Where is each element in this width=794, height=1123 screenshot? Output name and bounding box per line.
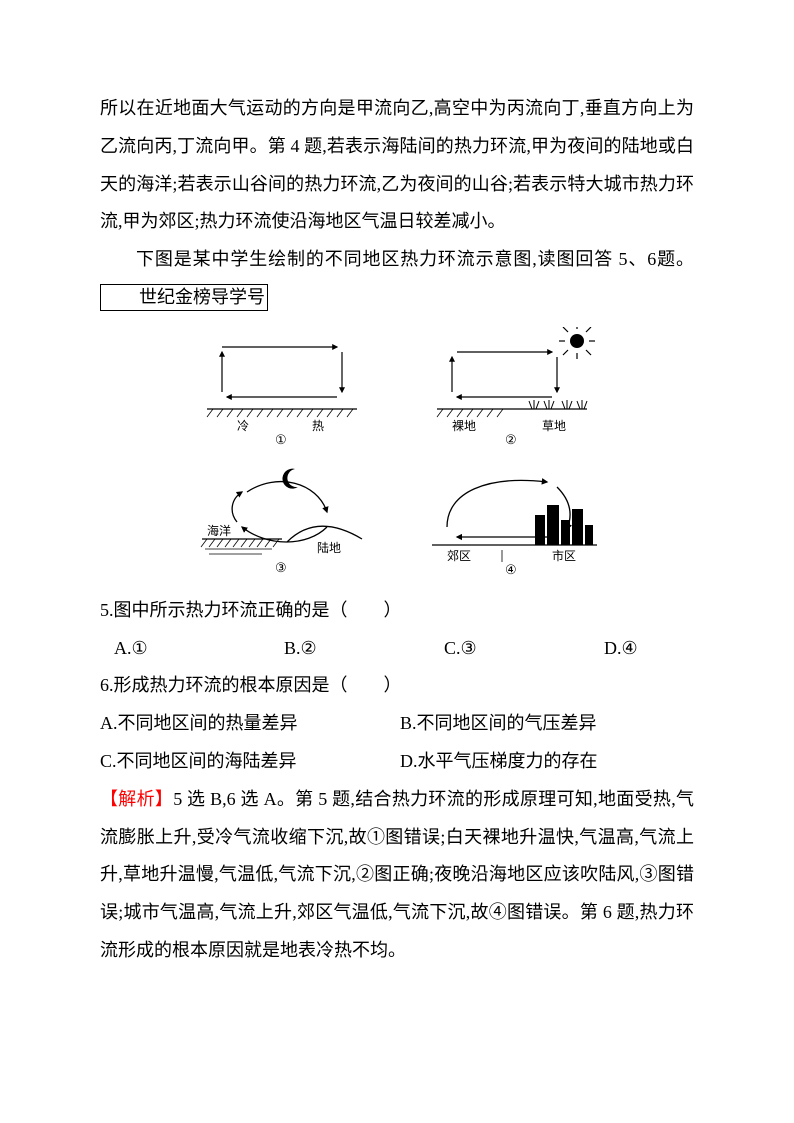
analysis-label: 【解析】 — [100, 789, 173, 809]
q5-option-d: D.④ — [604, 630, 684, 668]
box-label: 世纪金榜导学号 — [100, 284, 268, 311]
label-grass: 草地 — [542, 419, 566, 433]
q6-stem: 6.形成热力环流的根本原因是（ ） — [100, 667, 694, 705]
label-city: 市区 — [552, 548, 576, 563]
diagram-1: 冷 热 ① — [187, 327, 377, 447]
paragraph-1: 所以在近地面大气运动的方向是甲流向乙,高空中为丙流向丁,垂直方向上为乙流向丙,丁… — [100, 90, 694, 241]
q5-option-c: C.③ — [444, 630, 604, 668]
q6-option-c: C.不同地区间的海陆差异 — [100, 743, 400, 781]
diagram-block: 冷 热 ① — [187, 327, 607, 577]
q6-option-a: A.不同地区间的热量差异 — [100, 705, 400, 743]
q6-option-d: D.水平气压梯度力的存在 — [400, 743, 598, 781]
label-num2: ② — [505, 432, 517, 447]
label-land: 陆地 — [317, 540, 341, 555]
diagram-2: 裸地 草地 ② — [417, 327, 607, 447]
q6-options-row2: C.不同地区间的海陆差异 D.水平气压梯度力的存在 — [100, 743, 694, 781]
q6-options-row1: A.不同地区间的热量差异 B.不同地区间的气压差异 — [100, 705, 694, 743]
analysis: 【解析】5 选 B,6 选 A。第 5 题,结合热力环流的形成原理可知,地面受热… — [100, 781, 694, 970]
q5-option-a: A.① — [100, 630, 284, 668]
label-sea: 海洋 — [207, 523, 231, 538]
label-suburb: 郊区 — [447, 549, 471, 563]
label-cold: 冷 — [237, 419, 249, 433]
label-bare: 裸地 — [452, 418, 476, 433]
para2-text: 下图是某中学生绘制的不同地区热力环流示意图,读图回答 5、6题。 — [136, 249, 694, 269]
label-num1: ① — [275, 432, 287, 447]
q5-options: A.① B.② C.③ D.④ — [100, 630, 694, 668]
diagram-4: 郊区 市区 ④ — [417, 457, 607, 577]
q5-stem: 5.图中所示热力环流正确的是（ ） — [100, 592, 694, 630]
label-num4: ④ — [505, 562, 517, 577]
analysis-body: 5 选 B,6 选 A。第 5 题,结合热力环流的形成原理可知,地面受热,气流膨… — [100, 789, 694, 960]
paragraph-2: 下图是某中学生绘制的不同地区热力环流示意图,读图回答 5、6题。世纪金榜导学号 — [100, 241, 694, 317]
q6-option-b: B.不同地区间的气压差异 — [400, 705, 597, 743]
label-hot: 热 — [312, 419, 324, 433]
label-num3: ③ — [275, 560, 287, 575]
diagram-3: 海洋 陆地 ③ — [187, 457, 377, 577]
q5-option-b: B.② — [284, 630, 444, 668]
